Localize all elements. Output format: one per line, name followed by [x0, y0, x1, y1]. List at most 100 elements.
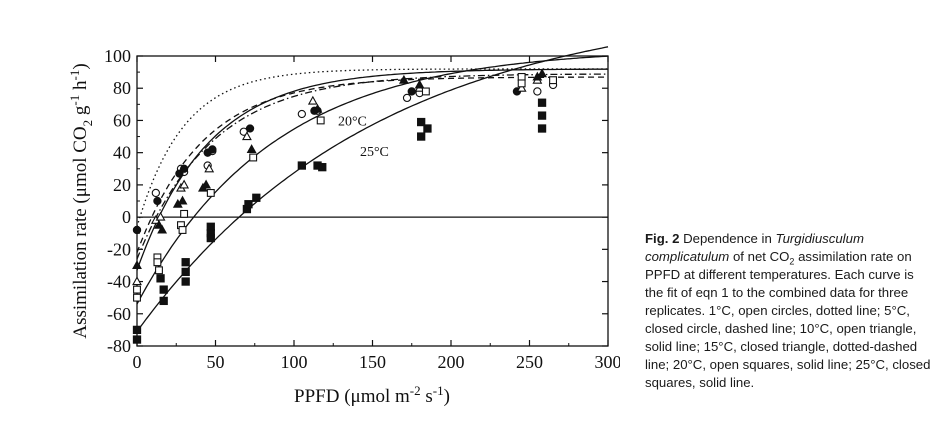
data-point-15c: [132, 260, 142, 269]
data-point-10c: [516, 82, 527, 92]
data-point-15c: [157, 224, 168, 234]
data-point-25c: [132, 335, 142, 344]
data-points: [132, 68, 558, 344]
data-point-10c: [179, 179, 190, 189]
data-point-15c: [398, 74, 409, 84]
data-point-25c: [181, 267, 190, 277]
curve-label: 20°C: [338, 114, 367, 129]
data-point-1c: [533, 87, 542, 96]
fit-curve-15c: [136, 73, 608, 260]
data-point-20c: [155, 266, 163, 275]
data-point-25c: [181, 258, 190, 267]
caption-species: Turgidiusculum complicatulum: [645, 231, 864, 264]
data-point-25c: [206, 233, 215, 243]
y-tick-label: 80: [113, 78, 131, 98]
data-point-15c: [246, 144, 257, 153]
data-point-20c: [549, 76, 558, 85]
y-tick-label: 40: [113, 143, 131, 163]
data-point-25c: [537, 124, 547, 133]
data-point-15c: [537, 68, 547, 78]
data-point-25c: [417, 117, 426, 127]
data-point-1c: [402, 93, 412, 103]
curve-annotations: 20°C 25°C: [338, 114, 389, 160]
data-point-5c: [175, 169, 184, 178]
caption-fig-label: Fig. 2: [645, 231, 680, 246]
y-axis: -80 -60 -40 -20 0 20 40 60 80 100: [104, 46, 608, 356]
y-tick-label: -60: [107, 304, 131, 324]
x-tick-label: 50: [207, 352, 225, 372]
x-tick-label: 0: [133, 352, 142, 372]
x-axis: 0 50 100 150 200 250 300: [133, 56, 621, 372]
data-point-20c: [178, 226, 187, 234]
fit-curve-25c: [136, 46, 609, 332]
data-point-5c: [245, 124, 255, 133]
data-point-5c: [132, 225, 142, 235]
x-tick-label: 150: [359, 352, 386, 372]
data-point-25c: [159, 285, 168, 294]
data-point-10c: [307, 95, 318, 105]
data-point-20c: [316, 116, 325, 125]
x-tick-label: 300: [595, 352, 621, 372]
caption-co2-subscript: 2: [789, 256, 795, 267]
y-tick-label: -40: [107, 272, 131, 292]
data-point-5c: [179, 164, 189, 173]
data-point-5c: [153, 196, 162, 206]
curve-label: 25°C: [360, 145, 389, 160]
data-point-20c: [180, 209, 189, 218]
y-axis-title: Assimilation rate (μmol CO2 g-1 h-1): [67, 63, 95, 338]
data-point-20c: [133, 293, 141, 302]
data-point-25c: [297, 161, 306, 170]
caption-text-2: of net CO: [729, 249, 790, 264]
y-tick-label: 100: [104, 46, 131, 66]
data-point-25c: [156, 274, 165, 283]
data-point-15c: [312, 103, 323, 113]
fitted-curves: [136, 46, 609, 332]
data-point-5c: [407, 87, 416, 96]
data-point-15c: [201, 179, 212, 189]
x-axis-title: PPFD (μmol m-2 s-1): [294, 383, 450, 407]
data-point-15c: [414, 79, 425, 89]
data-point-20c: [421, 87, 430, 96]
data-point-20c: [249, 153, 258, 162]
data-point-1c: [297, 109, 306, 119]
data-point-20c: [133, 285, 141, 294]
figure-caption: Fig. 2 Dependence in Turgidiusculum comp…: [645, 230, 935, 392]
y-tick-label: 60: [113, 110, 131, 130]
y-tick-label: 20: [113, 175, 131, 195]
assimilation-chart: 0 50 100 150 200 250 300 -80 -60 -40 -20 0 20 40 60 80…: [67, 46, 621, 407]
data-point-20c: [517, 79, 526, 88]
data-point-10c: [132, 276, 142, 286]
data-point-5c: [208, 145, 217, 154]
y-tick-label: -80: [107, 336, 131, 356]
data-point-25c: [417, 132, 426, 141]
data-point-25c: [318, 163, 327, 172]
caption-text-1: Dependence in: [679, 231, 776, 246]
data-point-25c: [537, 98, 547, 107]
data-point-10c: [241, 131, 252, 141]
fit-curve-10c: [136, 68, 608, 271]
fit-curve-1c: [136, 68, 608, 227]
data-point-25c: [423, 124, 432, 133]
x-tick-label: 200: [438, 352, 465, 372]
data-point-1c: [239, 127, 248, 136]
data-point-1c: [151, 188, 160, 198]
data-point-20c: [517, 72, 526, 81]
data-point-25c: [244, 200, 253, 209]
data-point-15c: [177, 195, 188, 205]
data-point-10c: [204, 163, 215, 173]
x-tick-label: 250: [516, 352, 543, 372]
fit-curve-20c: [136, 55, 609, 305]
data-point-25c: [252, 193, 261, 202]
data-point-20c: [153, 258, 162, 267]
data-point-25c: [159, 296, 168, 306]
data-point-25c: [181, 277, 190, 286]
data-point-25c: [537, 111, 547, 120]
y-tick-label: -20: [107, 239, 131, 259]
data-point-10c: [155, 211, 166, 221]
data-point-15c: [154, 219, 164, 229]
data-point-25c: [132, 325, 142, 335]
x-tick-label: 100: [281, 352, 308, 372]
caption-text-3: assimilation rate on PPFD at different t…: [645, 249, 931, 390]
data-point-20c: [206, 188, 215, 197]
y-tick-label: 0: [122, 207, 131, 227]
